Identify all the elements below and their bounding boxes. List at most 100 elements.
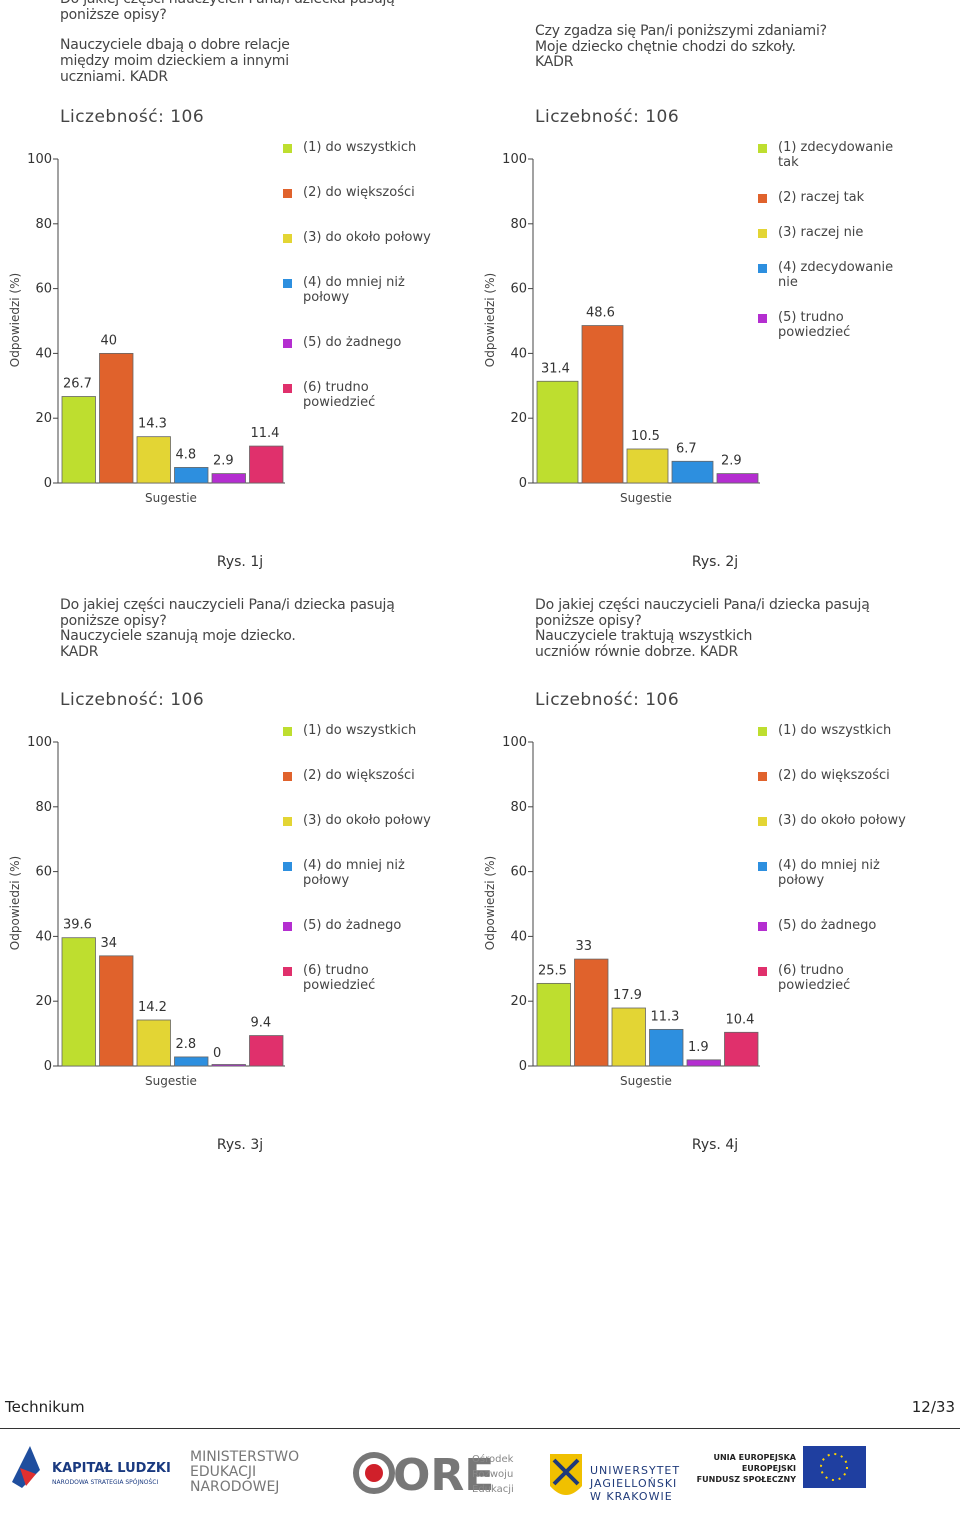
chart-title: Do jakiej części nauczycieli Pana/i dzie… bbox=[535, 597, 870, 661]
data-label: 33 bbox=[576, 939, 593, 954]
y-tick-label: 60 bbox=[35, 282, 52, 297]
x-axis-label: Sugestie bbox=[145, 1074, 197, 1088]
logo-text: MINISTERSTWO bbox=[190, 1449, 299, 1465]
bar bbox=[574, 958, 609, 1067]
legend-label: (2) raczej tak bbox=[778, 190, 865, 205]
title-line: Czy zgadza się Pan/i poniższymi zdaniami… bbox=[535, 23, 827, 39]
bar bbox=[724, 1031, 759, 1067]
legend-swatch bbox=[283, 189, 292, 198]
bar bbox=[626, 448, 669, 484]
eu-stars bbox=[820, 1453, 848, 1481]
statement-line: KADR bbox=[535, 54, 574, 71]
legend-entry: (2) do większości bbox=[283, 768, 433, 783]
y-tick-label: 20 bbox=[510, 411, 527, 426]
ore-dot bbox=[365, 1464, 383, 1482]
data-label: 34 bbox=[101, 936, 118, 951]
bar bbox=[211, 1064, 246, 1067]
chart-title: Do jakiej części nauczycieli Pana/i dzie… bbox=[60, 597, 395, 661]
legend-label: (3) do około połowy bbox=[303, 813, 431, 828]
y-tick-label: 40 bbox=[510, 346, 527, 361]
chart-title: Czy zgadza się Pan/i poniższymi zdaniami… bbox=[535, 23, 827, 71]
legend-label: (5) do żadnego bbox=[303, 335, 402, 350]
legend-swatch bbox=[283, 922, 292, 931]
data-label: 0 bbox=[213, 1046, 221, 1061]
caption: Rys. 2j bbox=[691, 554, 739, 570]
y-tick-label: 40 bbox=[510, 929, 527, 944]
footer-rule bbox=[0, 1428, 960, 1429]
data-label: 39.6 bbox=[63, 918, 92, 933]
legend-swatch bbox=[283, 234, 292, 243]
data-label: 17.9 bbox=[613, 988, 642, 1003]
legend-entry: (3) do około połowy bbox=[758, 813, 908, 828]
legend-entry: (2) raczej tak bbox=[758, 190, 908, 205]
y-axis-label: Odpowiedzi (%) bbox=[8, 273, 22, 367]
y-tick-label: 100 bbox=[502, 152, 527, 167]
y-tick-label: 60 bbox=[510, 865, 527, 880]
plot: 0 20 40 60 80 100 Odpowiedzi (%) Sugestie 39.6 34… bbox=[8, 735, 285, 1088]
sample-size: Liczebność: 106 bbox=[60, 107, 205, 127]
bar bbox=[211, 473, 246, 484]
legend-entry: (1) zdecydowanie tak bbox=[758, 140, 908, 170]
legend-entry: (2) do większości bbox=[758, 768, 908, 783]
bar bbox=[61, 937, 96, 1067]
logo-text: JAGIELLOŃSKI bbox=[589, 1477, 677, 1490]
legend-entry: (5) do żadnego bbox=[283, 918, 433, 933]
y-tick-label: 40 bbox=[35, 346, 52, 361]
legend-label: (5) trudno powiedzieć bbox=[778, 310, 851, 340]
x-axis-label: Sugestie bbox=[620, 1074, 672, 1088]
y-tick-label: 0 bbox=[44, 1059, 52, 1074]
title-line: Do jakiej części nauczycieli Pana/i dzie… bbox=[60, 0, 395, 8]
legend-label: (2) do większości bbox=[778, 768, 890, 783]
logo-text: FUNDUSZ SPOŁECZNY bbox=[697, 1475, 797, 1484]
footer-right: 12/33 bbox=[911, 1398, 955, 1416]
legend-swatch bbox=[758, 229, 767, 238]
logos: KAPITAŁ LUDZKI NARODOWA STRATEGIA SPÓJNO… bbox=[12, 1446, 866, 1503]
legend-swatch bbox=[758, 817, 767, 826]
legend-label: (5) do żadnego bbox=[778, 918, 877, 933]
data-label: 2.8 bbox=[176, 1037, 197, 1052]
logo-text: KAPITAŁ LUDZKI bbox=[52, 1461, 171, 1476]
legend-label: (1) zdecydowanie tak bbox=[778, 140, 894, 170]
bar bbox=[686, 1059, 721, 1067]
data-label: 6.7 bbox=[676, 441, 697, 456]
data-label: 48.6 bbox=[586, 306, 615, 321]
y-tick-label: 100 bbox=[502, 735, 527, 750]
legend-entry: (4) zdecydowanie nie bbox=[758, 260, 908, 290]
logo-text: EUROPEJSKI bbox=[742, 1464, 796, 1473]
legend-swatch bbox=[283, 279, 292, 288]
sample-size: Liczebność: 106 bbox=[535, 107, 680, 127]
legend-label: (6) trudno powiedzieć bbox=[303, 963, 376, 993]
statement-line: KADR bbox=[60, 644, 99, 661]
legend-entry: (1) do wszystkich bbox=[283, 723, 433, 738]
legend: (1) do wszystkich (2) do większości (3) do… bbox=[758, 723, 908, 1023]
bar bbox=[174, 467, 209, 484]
legend-swatch bbox=[758, 194, 767, 203]
bar bbox=[581, 325, 624, 484]
chart-title: Do jakiej części nauczycieli Pana/i dzie… bbox=[60, 0, 395, 86]
bar bbox=[136, 1019, 171, 1067]
bar bbox=[671, 460, 714, 484]
legend-entry: (4) do mniej niż połowy bbox=[758, 858, 908, 888]
statement-line: między moim dzieckiem a innymi bbox=[60, 53, 289, 70]
y-tick-label: 100 bbox=[27, 735, 52, 750]
bar bbox=[611, 1007, 646, 1067]
statement-line: Nauczyciele szanują moje dziecko. bbox=[60, 628, 296, 645]
legend-entry: (5) do żadnego bbox=[283, 335, 433, 350]
logo-text: ORE bbox=[393, 1450, 494, 1501]
y-tick-label: 80 bbox=[35, 800, 52, 815]
logo-text: Ośrodek bbox=[472, 1453, 514, 1465]
legend-label: (5) do żadnego bbox=[303, 918, 402, 933]
logo-text: UNIA EUROPEJSKA bbox=[713, 1453, 796, 1462]
chart-panel: Do jakiej części nauczycieli Pana/i dzie… bbox=[0, 583, 480, 1163]
kl-star bbox=[12, 1446, 40, 1488]
legend-entry: (3) do około połowy bbox=[283, 230, 433, 245]
chart-panel: Do jakiej części nauczycieli Pana/i dzie… bbox=[475, 583, 955, 1163]
plot: 0 20 40 60 80 100 Odpowiedzi (%) Sugestie 31.4 48… bbox=[483, 152, 760, 505]
legend-label: (3) raczej nie bbox=[778, 225, 864, 240]
data-label: 10.5 bbox=[631, 429, 660, 444]
legend-label: (4) do mniej niż połowy bbox=[303, 858, 405, 888]
statement-line: Nauczyciele dbają o dobre relacje bbox=[60, 37, 290, 54]
bar bbox=[536, 982, 571, 1067]
bar bbox=[536, 380, 579, 484]
plot: 0 20 40 60 80 100 Odpowiedzi (%) Sugestie 25.5 33… bbox=[483, 735, 760, 1088]
